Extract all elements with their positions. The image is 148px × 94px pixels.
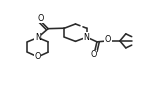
Text: O: O	[90, 50, 96, 59]
Text: N: N	[35, 33, 41, 42]
Text: O: O	[105, 35, 111, 44]
Text: O: O	[34, 52, 41, 61]
Text: N: N	[84, 33, 90, 42]
Text: O: O	[37, 14, 44, 23]
